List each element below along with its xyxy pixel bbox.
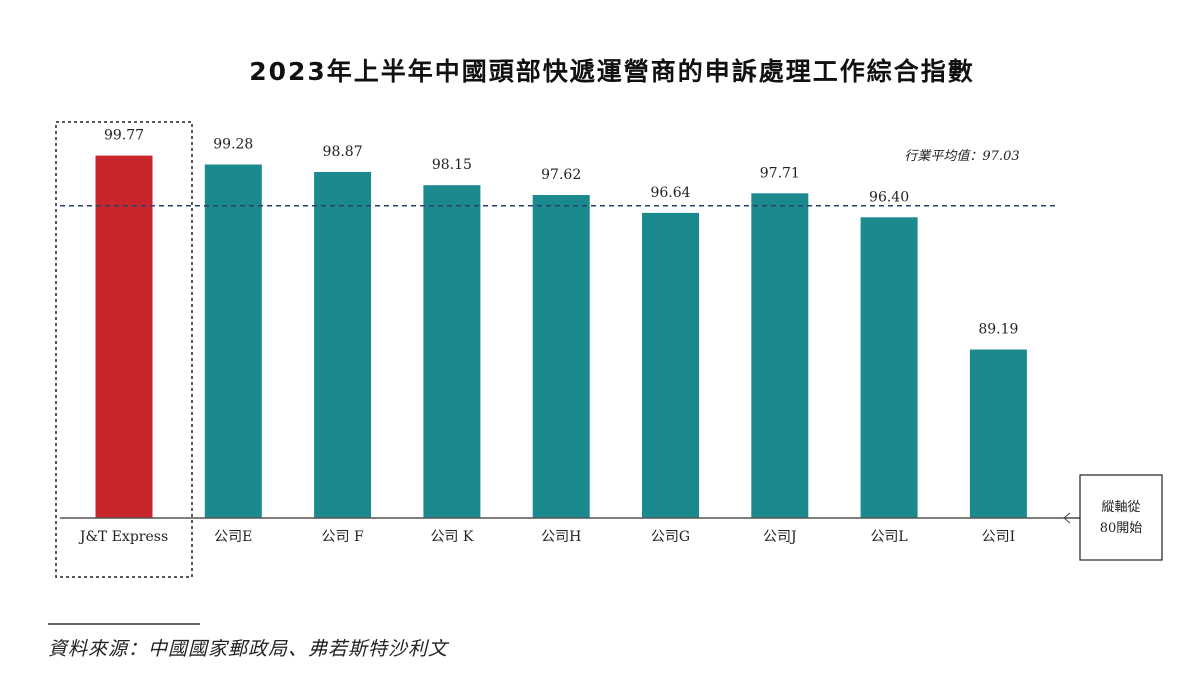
bar-4 <box>532 195 590 518</box>
value-label-1: 99.28 <box>213 137 253 153</box>
category-label-0: J&T Express <box>78 529 168 545</box>
axis-note-line-2: 80開始 <box>1100 521 1143 536</box>
category-label-3: 公司 K <box>430 529 473 545</box>
highlight-frame <box>55 121 193 578</box>
category-label-6: 公司J <box>763 529 797 545</box>
category-label-1: 公司E <box>214 529 252 545</box>
bars-group: 99.77 J&T Express 99.28 公司E 98.87 公司 F 98.15 公司… <box>78 128 1027 545</box>
category-label-4: 公司H <box>541 529 581 545</box>
value-label-5: 96.64 <box>650 185 690 201</box>
value-label-0: 99.77 <box>104 128 144 144</box>
bar-3 <box>423 185 481 518</box>
bar-2 <box>314 172 372 518</box>
value-label-8: 89.19 <box>978 322 1018 338</box>
chart-title: 2023年上半年中國頭部快遞運營商的申訴處理工作綜合指數 <box>249 57 975 86</box>
bar-0 <box>95 155 153 518</box>
axis-note: 縱軸從 80開始 <box>1063 474 1163 561</box>
value-label-4: 97.62 <box>541 167 581 183</box>
category-label-8: 公司I <box>982 529 1016 545</box>
bar-1 <box>204 164 262 518</box>
axis-note-arrow-icon <box>1063 512 1071 524</box>
value-label-7: 96.40 <box>869 189 909 205</box>
source-note: 資料來源：中國國家郵政局、弗若斯特沙利文 <box>48 638 450 660</box>
bar-7 <box>860 217 918 519</box>
category-label-2: 公司 F <box>322 529 364 545</box>
category-label-7: 公司L <box>870 529 907 545</box>
bar-5 <box>642 212 699 518</box>
axis-note-box <box>1079 474 1163 561</box>
value-label-6: 97.71 <box>760 165 800 181</box>
bar-8 <box>969 349 1027 518</box>
value-label-3: 98.15 <box>432 157 472 173</box>
bar-6 <box>751 193 809 519</box>
value-label-2: 98.87 <box>323 144 363 160</box>
axis-note-line-1: 縱軸從 <box>1101 500 1140 515</box>
average-label: 行業平均值：97.03 <box>904 149 1019 164</box>
category-label-5: 公司G <box>651 529 690 545</box>
